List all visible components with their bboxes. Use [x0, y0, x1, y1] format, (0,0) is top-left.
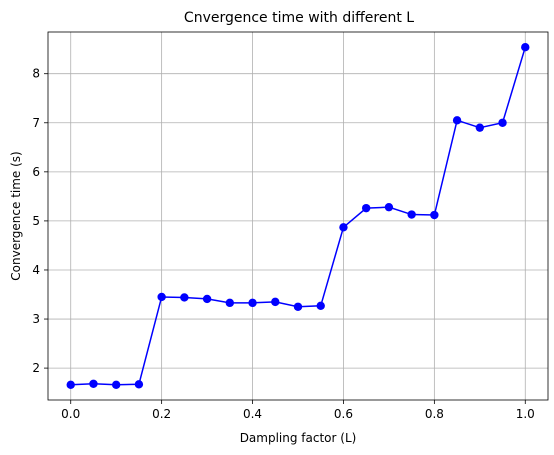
- y-axis-label: Convergence time (s): [9, 151, 23, 280]
- chart-title: Cnvergence time with different L: [184, 10, 414, 26]
- data-point: [498, 118, 507, 127]
- y-tick-label: 6: [32, 165, 40, 179]
- series-line: [70, 46, 526, 386]
- data-point: [111, 380, 121, 389]
- data-point: [430, 210, 439, 220]
- data-point: [339, 223, 348, 232]
- x-tick-label: 0.6: [334, 407, 353, 421]
- plot-frame: [47, 31, 549, 401]
- data-point: [452, 116, 462, 125]
- grid: [48, 32, 548, 400]
- data-points: [66, 43, 530, 389]
- x-tick-label: 1.0: [516, 407, 535, 421]
- x-axis-ticks: 0.0 0.2 0.4 0.6 0.8 1.0: [61, 400, 535, 421]
- data-point: [134, 380, 144, 389]
- y-axis-ticks: 2 3 4 5 6 7 8: [32, 67, 48, 375]
- data-point: [157, 292, 166, 302]
- data-point: [361, 203, 371, 213]
- y-tick-label: 8: [32, 67, 40, 81]
- data-point: [271, 297, 280, 307]
- y-tick-label: 3: [32, 312, 40, 326]
- series-line-group: [70, 46, 526, 386]
- data-point: [521, 43, 530, 52]
- y-tick-label: 7: [32, 116, 40, 130]
- y-tick-label: 2: [32, 361, 40, 375]
- data-point: [316, 301, 325, 310]
- x-axis-label: Dampling factor (L): [240, 431, 357, 445]
- data-point: [89, 379, 98, 389]
- data-point: [407, 210, 416, 219]
- data-point: [66, 380, 75, 389]
- x-tick-label: 0.0: [61, 407, 80, 421]
- data-point: [475, 123, 485, 132]
- data-point: [180, 293, 189, 302]
- data-point: [293, 302, 303, 311]
- y-tick-label: 4: [32, 263, 40, 277]
- x-tick-label: 0.8: [425, 407, 444, 421]
- y-tick-label: 5: [32, 214, 40, 228]
- data-point: [225, 298, 235, 308]
- data-point: [384, 202, 394, 212]
- x-tick-label: 0.4: [243, 407, 262, 421]
- x-tick-label: 0.2: [152, 407, 171, 421]
- data-point: [248, 298, 257, 308]
- data-point: [202, 294, 212, 304]
